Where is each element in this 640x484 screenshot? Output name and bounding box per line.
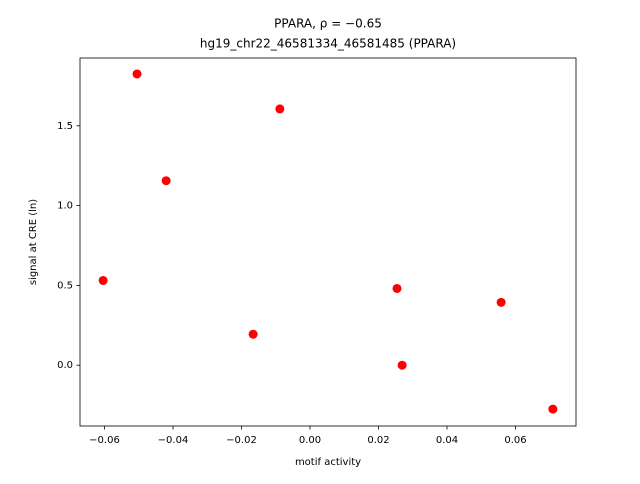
x-tick-label: 0.06 <box>504 435 526 446</box>
x-tick-label: 0.02 <box>367 435 389 446</box>
point <box>132 69 142 79</box>
x-tick-label: 0.04 <box>436 435 458 446</box>
x-tick-label: −0.04 <box>158 435 189 446</box>
y-axis-label: signal at CRE (ln) <box>28 199 39 285</box>
x-tick-label: −0.02 <box>226 435 257 446</box>
point <box>275 104 285 114</box>
chart-subtitle: hg19_chr22_46581334_46581485 (PPARA) <box>200 37 456 51</box>
x-tick-label: 0.00 <box>299 435 321 446</box>
point <box>548 404 558 414</box>
x-tick-label: −0.06 <box>89 435 120 446</box>
x-axis-label: motif activity <box>295 457 361 468</box>
point <box>397 360 407 370</box>
y-tick-label: 0.0 <box>57 360 73 371</box>
y-tick-label: 1.5 <box>57 121 73 132</box>
point <box>392 283 402 293</box>
point <box>161 176 171 186</box>
point <box>98 275 108 285</box>
chart-title: PPARA, ρ = −0.65 <box>274 17 382 31</box>
y-tick-label: 0.5 <box>57 280 73 291</box>
y-tick-label: 1.0 <box>57 201 73 212</box>
plot-frame <box>79 57 577 427</box>
point <box>248 329 258 339</box>
point <box>496 297 506 307</box>
